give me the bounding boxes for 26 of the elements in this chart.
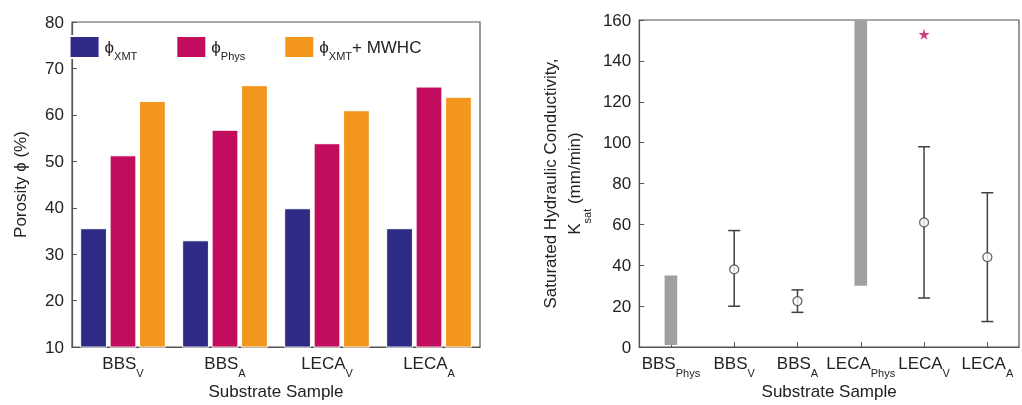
y-tick-label: 60 [45,105,64,125]
y-tick-label: 10 [45,337,64,357]
y-tick-label: 0 [621,337,632,357]
y-tick-label: 30 [45,244,64,264]
point [792,295,803,307]
y-tick-label: 60 [612,214,632,234]
point [729,264,740,275]
point [918,28,930,40]
y-tick-label: 140 [602,51,632,71]
y-axis-title: Porosity ϕ (%) [10,131,30,238]
y-axis-title: Saturated Hydraulic Conductivity, Ksat (mm/min) [540,58,593,309]
x-axis-title: Substrate Sample [208,382,344,401]
point [918,217,930,228]
y-tick-label: 20 [612,296,632,316]
y-tick-label: 100 [602,133,632,153]
y-tick-label: 20 [45,291,64,311]
y-tick-label: 40 [612,255,632,275]
y-tick-label: 160 [602,10,632,30]
y-tick-label: 40 [45,198,64,218]
y-tick-label: 50 [45,151,64,171]
y-tick-label: 120 [602,92,632,112]
point [982,252,993,263]
x-axis-title: Substrate Sample [761,382,897,401]
y-tick-label: 80 [612,174,632,194]
y-tick-label: 70 [45,58,64,78]
y-tick-label: 80 [45,12,64,32]
